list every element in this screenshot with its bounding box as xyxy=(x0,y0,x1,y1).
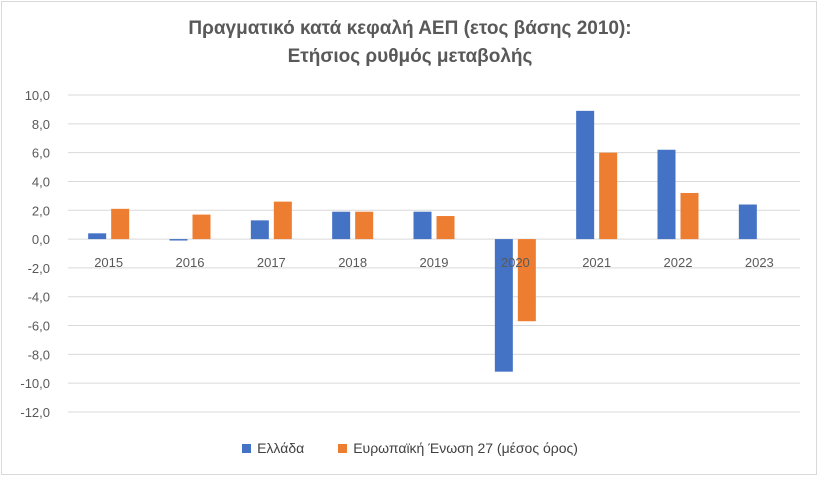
bar-greece-2020 xyxy=(494,239,513,372)
x-tick-label: 2020 xyxy=(501,255,530,270)
legend: Ελλάδα Ευρωπαϊκή Ένωση 27 (μέσος όρος) xyxy=(0,440,820,456)
y-tick-label: -6,0 xyxy=(28,319,50,334)
chart-title: Πραγματικό κατά κεφαλή ΑΕΠ (ετος βάσης 2… xyxy=(188,18,632,39)
bar-eu-2017 xyxy=(273,201,292,240)
x-tick-label: 2022 xyxy=(664,255,693,270)
bar-greece-2016 xyxy=(169,239,188,241)
bar-greece-2021 xyxy=(576,110,595,240)
bar-eu-2022 xyxy=(680,192,699,240)
x-tick-label: 2019 xyxy=(420,255,449,270)
x-tick-label: 2018 xyxy=(338,255,367,270)
y-tick-label: 8,0 xyxy=(32,117,50,132)
bar-eu-2021 xyxy=(599,152,618,240)
bar-greece-2023 xyxy=(738,204,757,240)
legend-swatch-eu xyxy=(338,443,348,453)
bar-eu-2015 xyxy=(111,208,130,240)
y-tick-label: 10,0 xyxy=(25,88,50,103)
y-tick-label: 4,0 xyxy=(32,174,50,189)
bar-eu-2019 xyxy=(436,216,455,240)
bar-greece-2018 xyxy=(332,211,351,240)
y-tick-label: 0,0 xyxy=(32,232,50,247)
x-tick-label: 2016 xyxy=(176,255,205,270)
x-tick-label: 2021 xyxy=(582,255,611,270)
chart-subtitle: Ετήσιος ρυθμός μεταβολής xyxy=(287,46,533,67)
y-tick-label: -10,0 xyxy=(20,376,50,391)
y-tick-label: -12,0 xyxy=(20,405,50,420)
y-tick-label: -8,0 xyxy=(28,347,50,362)
legend-label-greece: Ελλάδα xyxy=(257,440,305,456)
bar-eu-2016 xyxy=(192,214,211,240)
x-tick-label: 2017 xyxy=(257,255,286,270)
legend-label-eu: Ευρωπαϊκή Ένωση 27 (μέσος όρος) xyxy=(353,440,578,456)
legend-item-greece: Ελλάδα xyxy=(242,440,304,456)
bar-greece-2019 xyxy=(413,211,432,240)
y-tick-label: -2,0 xyxy=(28,261,50,276)
x-tick-label: 2023 xyxy=(745,255,774,270)
y-tick-label: -4,0 xyxy=(28,290,50,305)
bar-greece-2015 xyxy=(88,233,107,240)
legend-item-eu: Ευρωπαϊκή Ένωση 27 (μέσος όρος) xyxy=(338,440,578,456)
legend-swatch-greece xyxy=(242,443,252,453)
y-tick-label: 6,0 xyxy=(32,146,50,161)
bar-eu-2020 xyxy=(517,239,536,322)
bar-greece-2022 xyxy=(657,149,676,240)
bar-greece-2017 xyxy=(250,220,269,240)
y-tick-label: 2,0 xyxy=(32,203,50,218)
x-tick-label: 2015 xyxy=(94,255,123,270)
bar-eu-2018 xyxy=(355,211,374,240)
